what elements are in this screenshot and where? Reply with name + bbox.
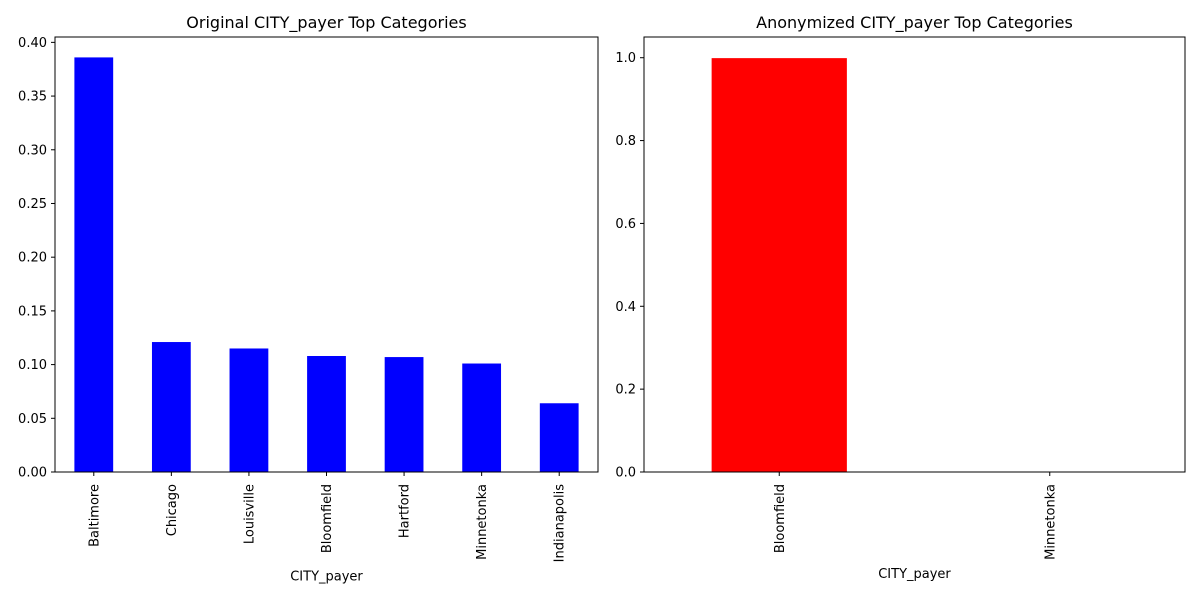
bar (539, 403, 579, 472)
bar (307, 356, 346, 472)
y-tick-label: 0.30 (18, 143, 47, 158)
x-tick-label: Minnetonka (1043, 484, 1058, 560)
anonymized-chart-panel: Anonymized CITY_payer Top Categories 0.0… (615, 13, 1186, 582)
y-tick-label: 0.15 (18, 304, 47, 319)
y-tick-label: 0.20 (18, 251, 47, 266)
y-tick-label: 0.05 (18, 412, 47, 427)
plot-frame (643, 36, 1186, 473)
x-tick-label: Minnetonka (475, 484, 490, 560)
x-tick-label: Louisville (242, 484, 257, 544)
bar (229, 348, 269, 472)
y-tick-label: 0.2 (615, 383, 636, 398)
bar (151, 342, 191, 472)
y-tick-label: 0.0 (615, 466, 636, 481)
plot-frame (54, 36, 599, 473)
bar (462, 363, 502, 472)
y-tick-label: 0.00 (18, 466, 47, 481)
bar (384, 357, 424, 472)
x-tick-label: Baltimore (87, 484, 102, 547)
bar (711, 58, 847, 472)
original-chart-panel: Original CITY_payer Top Categories 0.00 0… (18, 13, 599, 584)
y-tick-label: 1.0 (615, 51, 636, 66)
x-tick-label: Chicago (165, 484, 180, 536)
x-tick-label: Indianapolis (553, 484, 568, 563)
x-tick-label: Hartford (398, 484, 413, 538)
x-tick-label: Bloomfield (320, 484, 335, 553)
chart-title: Original CITY_payer Top Categories (186, 13, 466, 33)
y-tick-label: 0.40 (18, 36, 47, 51)
y-tick-label: 0.25 (18, 197, 47, 212)
y-tick-label: 0.4 (615, 300, 636, 315)
x-tick-label: Bloomfield (773, 484, 788, 553)
x-axis-label: CITY_payer (878, 567, 951, 582)
chart-title: Anonymized CITY_payer Top Categories (756, 13, 1073, 33)
x-axis-label: CITY_payer (290, 569, 363, 584)
y-tick-label: 0.35 (18, 90, 47, 105)
bar (74, 57, 114, 472)
y-tick-label: 0.8 (615, 134, 636, 149)
y-tick-label: 0.6 (615, 217, 636, 232)
y-tick-label: 0.10 (18, 358, 47, 373)
